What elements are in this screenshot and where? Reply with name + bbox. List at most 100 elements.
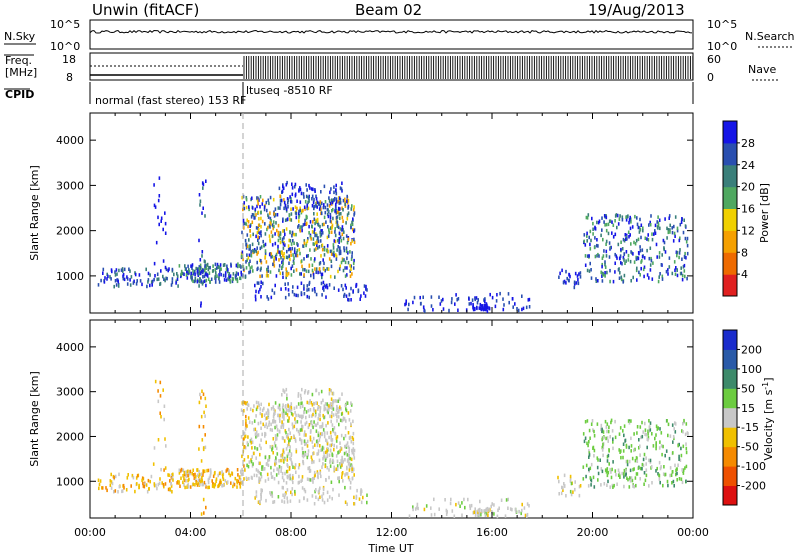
echo-cell bbox=[301, 225, 303, 229]
echo-cell bbox=[478, 509, 481, 514]
y-tick-label: 4000 bbox=[56, 134, 84, 147]
echo-cell bbox=[339, 405, 341, 409]
echo-cell bbox=[142, 481, 144, 486]
echo-cell bbox=[673, 484, 675, 488]
echo-cell bbox=[326, 498, 329, 502]
echo-cell bbox=[118, 484, 121, 489]
echo-cell bbox=[365, 287, 367, 291]
echo-cell bbox=[319, 425, 321, 429]
echo-cell bbox=[482, 304, 484, 308]
echo-cell bbox=[629, 259, 632, 264]
echo-cell bbox=[319, 434, 321, 439]
echo-cell bbox=[339, 264, 341, 268]
echo-cell bbox=[247, 256, 250, 260]
echo-cell bbox=[204, 433, 206, 437]
echo-cell bbox=[329, 201, 332, 206]
echo-cell bbox=[264, 432, 267, 436]
echo-cell bbox=[600, 483, 602, 487]
echo-cell bbox=[620, 247, 622, 252]
echo-cell bbox=[305, 183, 307, 187]
echo-cell bbox=[346, 459, 349, 463]
echo-cell bbox=[601, 429, 603, 434]
echo-cell bbox=[288, 238, 290, 243]
echo-cell bbox=[252, 248, 254, 253]
echo-cell bbox=[320, 389, 323, 394]
echo-cell bbox=[282, 409, 285, 414]
echo-cell bbox=[203, 410, 205, 415]
echo-cell bbox=[644, 421, 646, 426]
echo-cell bbox=[294, 192, 297, 196]
echo-cell bbox=[311, 230, 314, 234]
echo-cell bbox=[97, 478, 100, 482]
echo-cell bbox=[260, 284, 262, 289]
colorbar-swatch bbox=[723, 427, 737, 448]
echo-cell bbox=[464, 505, 466, 510]
echo-cell bbox=[622, 280, 624, 284]
echo-cell bbox=[611, 220, 613, 224]
echo-cell bbox=[589, 229, 592, 234]
echo-cell bbox=[253, 427, 255, 432]
echo-cell bbox=[292, 259, 295, 264]
echo-cell bbox=[329, 414, 331, 419]
echo-cell bbox=[589, 261, 591, 266]
echo-cell bbox=[319, 409, 321, 413]
echo-cell bbox=[255, 213, 257, 217]
echo-cell bbox=[308, 282, 310, 286]
echo-cell bbox=[236, 279, 239, 284]
echo-cell bbox=[250, 459, 253, 464]
freq-panel bbox=[89, 52, 694, 81]
echo-cell bbox=[303, 292, 306, 296]
echo-cell bbox=[633, 240, 635, 245]
echo-cell bbox=[307, 449, 310, 453]
echo-cell bbox=[251, 455, 253, 459]
echo-cell bbox=[264, 455, 267, 460]
echo-cell bbox=[275, 437, 277, 442]
echo-cell bbox=[625, 469, 627, 473]
echo-cell bbox=[262, 239, 264, 244]
echo-cell bbox=[329, 219, 332, 223]
echo-cell bbox=[316, 401, 318, 405]
echo-cell bbox=[455, 293, 457, 297]
echo-cell bbox=[218, 280, 221, 284]
echo-cell bbox=[635, 257, 638, 261]
echo-cell bbox=[424, 309, 426, 313]
echo-cell bbox=[303, 287, 305, 291]
echo-cell bbox=[282, 242, 285, 246]
echo-cell bbox=[326, 466, 329, 470]
echo-cell bbox=[622, 449, 625, 453]
echo-cell bbox=[249, 266, 252, 270]
echo-cell bbox=[593, 454, 595, 458]
echo-cell bbox=[586, 419, 589, 423]
echo-cell bbox=[245, 205, 248, 210]
echo-cell bbox=[330, 264, 333, 269]
echo-cell bbox=[263, 406, 265, 411]
echo-cell bbox=[264, 479, 267, 483]
echo-cell bbox=[610, 420, 612, 425]
echo-cell bbox=[639, 477, 641, 481]
echo-cell bbox=[197, 481, 200, 485]
echo-cell bbox=[261, 408, 264, 413]
echo-cell bbox=[193, 279, 196, 284]
echo-cell bbox=[678, 457, 680, 461]
echo-cell bbox=[207, 485, 209, 490]
echo-cell bbox=[269, 216, 272, 221]
echo-cell bbox=[147, 478, 150, 483]
echo-cell bbox=[507, 292, 510, 296]
echo-cell bbox=[251, 446, 253, 450]
echo-cell bbox=[608, 219, 611, 223]
echo-cell bbox=[300, 439, 303, 443]
echo-cell bbox=[281, 423, 283, 427]
echo-cell bbox=[307, 237, 309, 241]
echo-cell bbox=[485, 307, 487, 312]
echo-cell bbox=[588, 428, 591, 433]
echo-cell bbox=[207, 468, 210, 473]
echo-cell bbox=[326, 449, 328, 453]
echo-cell bbox=[295, 251, 298, 255]
echo-cell bbox=[293, 292, 296, 297]
echo-cell bbox=[345, 443, 348, 448]
echo-cell bbox=[665, 269, 668, 274]
echo-cell bbox=[141, 478, 143, 483]
echo-cell bbox=[639, 273, 641, 277]
echo-cell bbox=[159, 477, 161, 481]
echo-cell bbox=[283, 390, 286, 394]
